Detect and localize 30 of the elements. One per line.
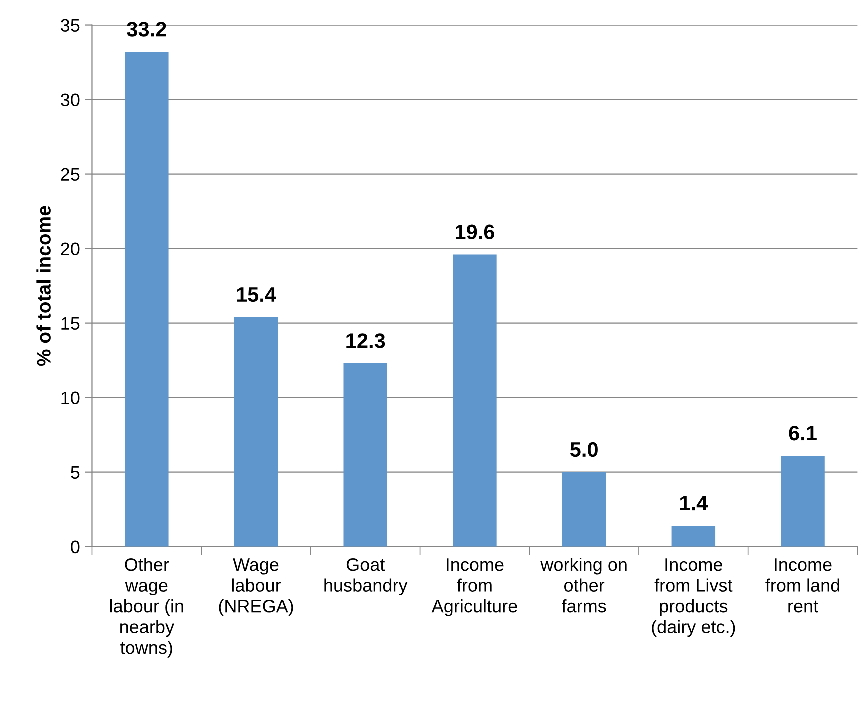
- x-tick-label: Other wage labour (in nearby towns): [110, 558, 184, 658]
- bar: [344, 364, 388, 547]
- y-tick-label: 30: [61, 94, 80, 107]
- x-tick-label: Income from Livst products (dairy etc.): [652, 558, 736, 638]
- y-tick-label: 5: [71, 466, 80, 480]
- bar: [672, 526, 716, 547]
- data-label: 33.2: [127, 22, 166, 37]
- x-tick-label: Income from land rent: [766, 558, 840, 613]
- x-tick-label: Goat husbandry: [324, 558, 408, 596]
- y-axis-title: % of total income: [36, 206, 51, 366]
- x-tick-label: Wage labour (NREGA): [219, 558, 294, 616]
- x-tick-label: working on other farms: [540, 558, 627, 613]
- y-tick-label: 15: [62, 317, 80, 330]
- data-label: 19.6: [456, 224, 494, 240]
- data-label: 15.4: [237, 288, 276, 302]
- bar: [453, 254, 497, 547]
- y-tick-label: 35: [61, 19, 80, 32]
- y-tick-label: 25: [61, 168, 80, 182]
- y-tick-label: 20: [61, 242, 80, 256]
- y-tick-label: 10: [62, 392, 80, 405]
- data-label: 5.0: [570, 442, 598, 458]
- bar: [125, 52, 169, 547]
- x-tick-label: Income from Agriculture: [432, 558, 518, 616]
- data-label: 1.4: [680, 496, 708, 511]
- y-tick-label: 0: [71, 540, 80, 554]
- data-label: 6.1: [789, 426, 817, 441]
- bar: [562, 472, 606, 547]
- bar: [781, 456, 825, 547]
- bar: [234, 317, 278, 547]
- data-label: 12.3: [346, 334, 386, 348]
